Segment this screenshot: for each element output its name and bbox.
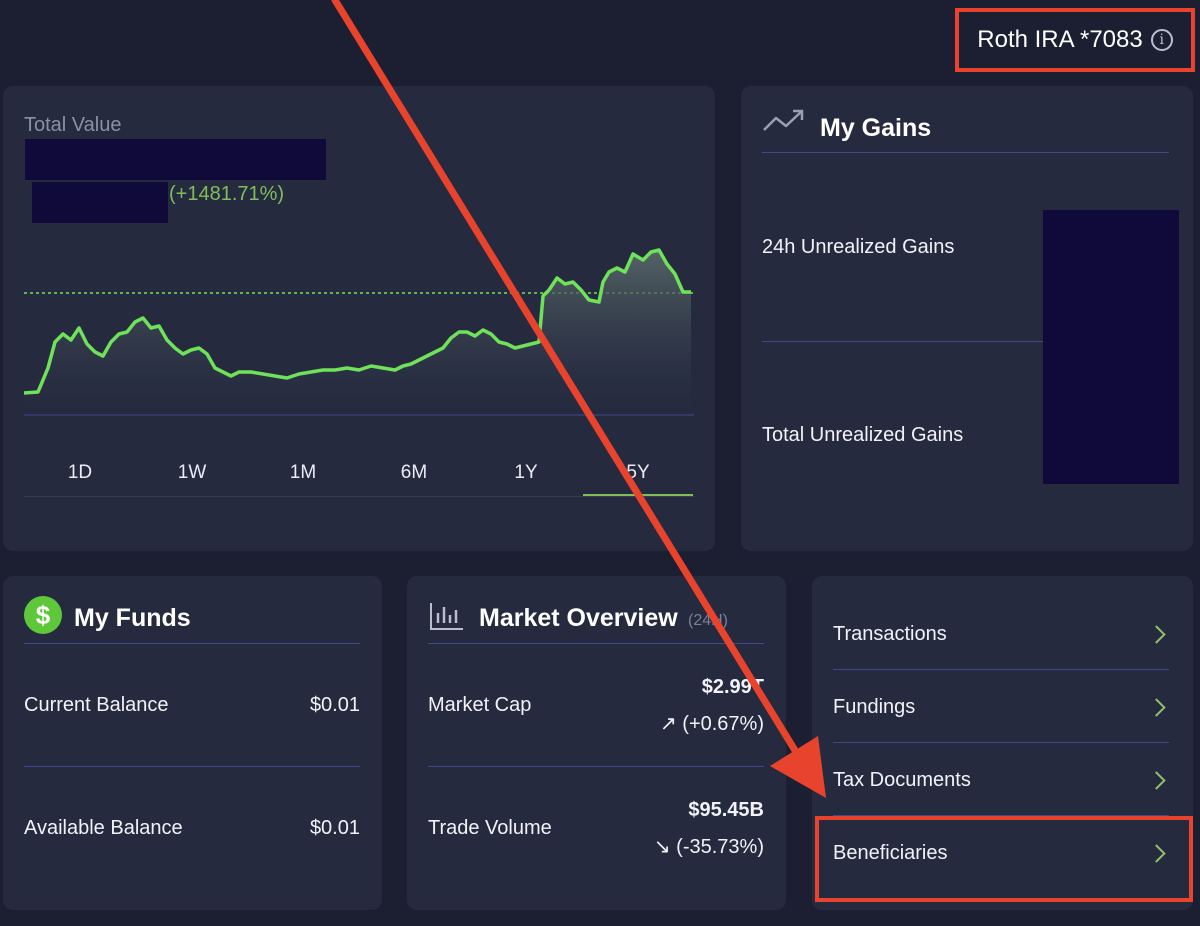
- dollar-icon: $: [24, 596, 62, 634]
- market-overview-card: Market Overview (24H) Market Cap $2.99T …: [407, 576, 786, 910]
- my-funds-card: $ My Funds Current Balance $0.01 Availab…: [3, 576, 382, 910]
- change-percent: (+1481.71%): [169, 183, 285, 205]
- account-links-card: Transactions Fundings Tax Documents Bene…: [812, 576, 1193, 910]
- total-value-label: Total Value: [24, 114, 122, 136]
- info-icon[interactable]: i: [1150, 29, 1173, 51]
- my-gains-card: My Gains 24h Unrealized Gains Total Unre…: [741, 86, 1193, 551]
- gains-total-label: Total Unrealized Gains: [762, 424, 964, 446]
- market-cap-change: ↗ (+0.67%): [659, 713, 764, 735]
- tab-1y[interactable]: 1Y: [514, 462, 538, 483]
- total-value-card: Total Value (+1481.71%) 1D 1W 1M 6M 1Y 5…: [3, 86, 715, 551]
- trade-volume-change: ↘ (-35.73%): [653, 836, 764, 858]
- redacted-change-amount: [32, 182, 168, 223]
- redacted-total-value: [25, 139, 326, 180]
- redacted-gains-values: [1043, 210, 1179, 484]
- selected-tab-indicator: [583, 494, 693, 496]
- tab-6m[interactable]: 6M: [400, 462, 428, 483]
- transactions-link[interactable]: Transactions: [833, 610, 1169, 658]
- links-divider-1: [833, 669, 1169, 670]
- beneficiaries-link[interactable]: Beneficiaries: [833, 829, 1169, 877]
- trade-volume-label: Trade Volume: [428, 817, 552, 839]
- gains-24h-label: 24h Unrealized Gains: [762, 236, 955, 258]
- market-divider: [428, 643, 764, 644]
- my-funds-title: My Funds: [74, 604, 191, 632]
- transactions-label: Transactions: [833, 622, 947, 645]
- tab-5y[interactable]: 5Y: [626, 462, 650, 483]
- chevron-right-icon: [1147, 624, 1166, 644]
- fundings-link[interactable]: Fundings: [833, 683, 1169, 731]
- tab-1d[interactable]: 1D: [67, 462, 93, 483]
- tax-documents-label: Tax Documents: [833, 768, 971, 791]
- market-cap-label: Market Cap: [428, 694, 532, 716]
- account-selector[interactable]: Roth IRA *7083 i: [955, 8, 1195, 72]
- range-tabs-baseline: [24, 496, 694, 497]
- chevron-right-icon: [1147, 770, 1166, 790]
- funds-row-divider: [24, 766, 360, 767]
- market-overview-period: (24H): [688, 612, 729, 629]
- available-balance-label: Available Balance: [24, 817, 183, 839]
- gains-divider: [762, 152, 1169, 153]
- fundings-label: Fundings: [833, 695, 916, 718]
- my-gains-title: My Gains: [820, 114, 932, 142]
- beneficiaries-label: Beneficiaries: [833, 841, 948, 864]
- links-divider-3: [833, 815, 1169, 816]
- tax-documents-link[interactable]: Tax Documents: [833, 756, 1169, 804]
- account-label-text: Roth IRA *7083: [977, 26, 1143, 53]
- market-cap-value: $2.99T: [701, 676, 764, 698]
- bar-chart-icon: [430, 603, 463, 630]
- tab-1m[interactable]: 1M: [289, 462, 317, 483]
- trending-up-icon: [763, 109, 804, 131]
- value-chart: [23, 248, 694, 416]
- trade-volume-value: $95.45B: [688, 799, 764, 821]
- tab-1w[interactable]: 1W: [177, 462, 207, 483]
- current-balance-label: Current Balance: [24, 694, 169, 716]
- links-divider-2: [833, 742, 1169, 743]
- market-row-divider: [428, 766, 764, 767]
- beneficiaries-highlight-box: [815, 816, 1193, 902]
- gains-row-divider: [762, 341, 1045, 342]
- funds-divider: [24, 643, 360, 644]
- chevron-right-icon: [1147, 697, 1166, 717]
- market-overview-title: Market Overview: [479, 604, 678, 632]
- current-balance-value: $0.01: [309, 694, 360, 716]
- available-balance-value: $0.01: [309, 817, 360, 839]
